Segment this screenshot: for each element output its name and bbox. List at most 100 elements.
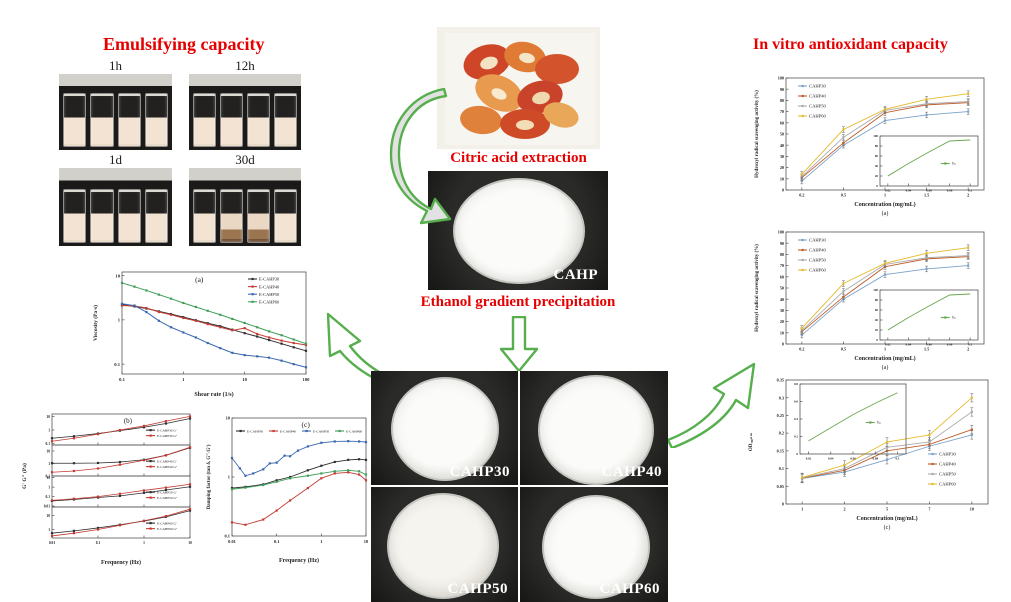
series-marker [289, 475, 292, 479]
panel-label-12h: 12h [235, 58, 255, 73]
tick-label: 1 [48, 428, 50, 432]
tick-label: 0.04 [906, 343, 912, 347]
series-line [887, 293, 971, 331]
series-marker [182, 331, 185, 334]
petri-dish-cahp60 [542, 495, 650, 599]
series-marker [230, 456, 234, 460]
legend-label: E-CAHP30 [259, 277, 280, 282]
legend-label: E-CAHP40 [280, 429, 296, 433]
tick-label: 10 [115, 273, 120, 278]
series-marker [206, 341, 209, 345]
series-marker [50, 462, 54, 465]
viscosity-chart: 0.1 1 10 100 0.1 1 10 (a) E-CAHP30 E-CAHP40 E-CAHP… [92, 271, 310, 398]
series-marker [928, 433, 931, 437]
series-marker [50, 499, 54, 502]
series-marker [50, 532, 54, 535]
series-marker [157, 293, 161, 296]
series-marker [145, 289, 148, 292]
series-marker [188, 417, 192, 420]
emulsion-photo-12h [189, 74, 301, 150]
tick-label: 0.06 [926, 343, 932, 347]
series-marker [96, 467, 100, 470]
series-marker [194, 336, 197, 339]
emulsion-vial [274, 189, 297, 243]
emulsion-vial [117, 189, 141, 243]
series-marker [333, 472, 336, 475]
tick-label: 1 [48, 462, 50, 466]
emulsion-vial [193, 93, 216, 147]
series-marker [256, 335, 259, 338]
tick-label: 0 [782, 342, 784, 347]
series-marker [219, 347, 222, 350]
series-marker [96, 495, 100, 498]
axis-label: Concentration (mg/mL) [854, 201, 915, 208]
petri-dish-cahp50 [387, 493, 499, 599]
series-marker [219, 326, 222, 329]
tick-label: 0.06 [926, 189, 932, 193]
series-marker [72, 437, 76, 440]
tick-label: 0.1 [119, 377, 125, 382]
legend-label: CAHP30 [809, 84, 827, 89]
reducing-power-chart: 1 2 5 7 10 0 0.05 0.1 0.15 0.2 0.25 0.3 0.35 CAHP30 CA… [749, 378, 989, 531]
series-marker [188, 483, 192, 486]
tick-label: 70 [780, 109, 784, 114]
series-marker [231, 351, 234, 354]
series-marker [289, 477, 292, 480]
series-marker [120, 302, 124, 305]
series-marker [244, 486, 247, 489]
tick-label: 1 [320, 539, 322, 544]
dish-label-cahp40: CAHP40 [601, 464, 662, 480]
tick-label: 60 [780, 274, 784, 279]
antioxidant-title: In vitro antioxidant capacity [753, 36, 948, 53]
series-marker [182, 316, 185, 320]
panel-label: (a) [195, 275, 204, 284]
emulsion-photo-1h [59, 74, 172, 150]
tick-label: 80 [875, 144, 879, 148]
series-marker [256, 332, 259, 336]
legend-label: Vc [952, 162, 957, 166]
series-marker [50, 437, 54, 440]
cahp-petri-dish [453, 178, 585, 284]
tick-label: 0.2 [799, 193, 804, 198]
series-marker [157, 319, 161, 322]
series-marker [244, 523, 247, 526]
tick-label: 40 [780, 143, 784, 148]
tick-label: 30 [780, 308, 784, 313]
series-marker [262, 468, 265, 471]
series-marker [925, 98, 928, 101]
series-marker [289, 499, 292, 502]
series-marker [142, 491, 146, 494]
tick-label: 90 [780, 241, 784, 246]
series-marker [169, 313, 173, 316]
tick-label: 0.01 [228, 539, 236, 544]
tick-label: 50 [780, 286, 784, 291]
tick-label: 70 [780, 263, 784, 268]
series-marker [243, 327, 246, 330]
tick-label: 10 [970, 507, 974, 512]
emulsion-vial [90, 93, 114, 147]
series-marker [142, 426, 146, 429]
legend-label: E-CAHP60 G′ [157, 521, 177, 525]
dish-label-cahp60: CAHP60 [599, 581, 660, 597]
panel-label: (c) [302, 420, 311, 429]
series-marker [267, 330, 271, 333]
series-marker [333, 470, 336, 473]
series-marker [320, 477, 323, 480]
series-marker [970, 410, 973, 413]
ethanol-precipitation-label: Ethanol gradient precipitation [420, 294, 616, 310]
tick-label: 40 [875, 318, 879, 322]
series-marker [970, 428, 973, 431]
series-marker [194, 319, 197, 322]
series-marker [243, 354, 246, 357]
series-marker [50, 440, 54, 443]
series-marker [928, 440, 931, 444]
tick-label: 0.08 [947, 189, 953, 193]
series-marker [118, 428, 122, 432]
series-marker [364, 441, 368, 444]
petri-dish-cahp30 [391, 377, 499, 481]
series-marker [120, 304, 124, 307]
series-marker [206, 323, 209, 326]
series-marker [320, 441, 323, 444]
